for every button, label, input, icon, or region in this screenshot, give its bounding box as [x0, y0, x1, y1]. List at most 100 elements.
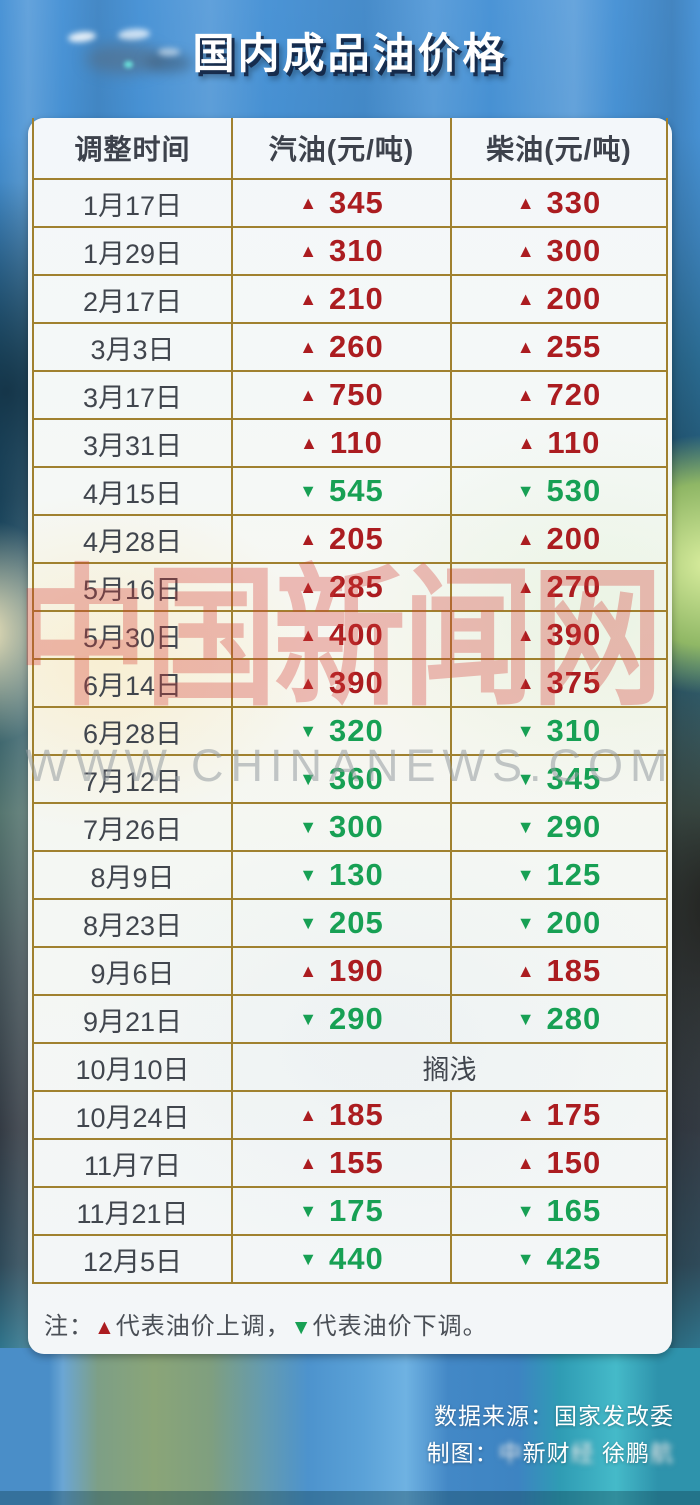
down-triangle-icon: ▼: [299, 1009, 318, 1029]
gas-value-cell: ▲ 400: [233, 612, 452, 660]
gas-value-cell: ▲ 190: [233, 948, 452, 996]
value-text: 390: [546, 617, 602, 652]
gas-value-cell: ▼ 440: [233, 1236, 452, 1284]
table-row: 11月21日 ▼ 175 ▼ 165: [34, 1188, 666, 1236]
up-triangle-icon: ▲: [516, 241, 535, 261]
down-triangle-icon: ▼: [516, 721, 535, 741]
date-cell: 6月28日: [34, 708, 233, 756]
table-panel: 调整时间 汽油(元/吨) 柴油(元/吨) 1月17日 ▲ 345 ▲ 330 1月29日 ▲…: [28, 118, 672, 1354]
value-text: 300: [546, 233, 602, 268]
gas-value-cell: ▲ 205: [233, 516, 452, 564]
header-diesel: 柴油(元/吨): [452, 118, 666, 180]
value-text: 165: [546, 1193, 602, 1228]
blurred-logo-smudge: [124, 61, 133, 68]
value-text: 390: [329, 665, 384, 700]
down-triangle-icon: ▼: [299, 481, 318, 501]
value-text: 290: [546, 809, 602, 844]
value-text: 310: [329, 233, 384, 268]
date-cell: 7月12日: [34, 756, 233, 804]
date-cell: 4月28日: [34, 516, 233, 564]
diesel-value-cell: ▼ 530: [452, 468, 666, 516]
value-text: 375: [546, 665, 602, 700]
value-text: 185: [329, 1097, 384, 1132]
header-gasoline: 汽油(元/吨): [233, 118, 452, 180]
diesel-value-cell: ▼ 425: [452, 1236, 666, 1284]
value-text: 110: [329, 425, 383, 460]
table-row: 3月31日 ▲ 110 ▲ 110: [34, 420, 666, 468]
diesel-value-cell: ▲ 330: [452, 180, 666, 228]
value-text: 310: [546, 713, 602, 748]
up-triangle-icon: ▲: [299, 241, 318, 261]
up-triangle-icon: ▲: [516, 1105, 535, 1125]
down-triangle-icon: ▼: [516, 1201, 535, 1221]
value-text: 290: [329, 1001, 384, 1036]
gas-value-cell: ▼ 290: [233, 996, 452, 1044]
diesel-value-cell: ▼ 200: [452, 900, 666, 948]
date-cell: 11月21日: [34, 1188, 233, 1236]
price-table: 调整时间 汽油(元/吨) 柴油(元/吨) 1月17日 ▲ 345 ▲ 330 1月29日 ▲…: [32, 118, 668, 1284]
value-text: 205: [329, 905, 384, 940]
table-row: 9月6日 ▲ 190 ▲ 185: [34, 948, 666, 996]
watermark-url: WWW.CHINANEWS.COM: [25, 740, 675, 791]
note-up-text: 代表油价上调，: [115, 1313, 291, 1340]
background-bottom-edge: [0, 1491, 700, 1505]
gas-value-cell: ▲ 210: [233, 276, 452, 324]
gas-value-cell: ▲ 345: [233, 180, 452, 228]
gas-value-cell: ▲ 110: [233, 420, 452, 468]
table-row: 6月28日 ▼ 320 ▼ 310: [34, 708, 666, 756]
up-triangle-icon: ▲: [94, 1316, 116, 1339]
diesel-value-cell: ▲ 110: [452, 420, 666, 468]
note-down-text: 代表油价下调。: [312, 1313, 488, 1340]
diesel-value-cell: ▼ 310: [452, 708, 666, 756]
credit-maker-segment: 航: [650, 1439, 674, 1466]
credit-maker-segment: 中: [498, 1439, 523, 1466]
table-row: 7月12日 ▼ 360 ▼ 345: [34, 756, 666, 804]
value-text: 320: [329, 713, 384, 748]
up-triangle-icon: ▲: [299, 961, 318, 981]
up-triangle-icon: ▲: [516, 625, 535, 645]
value-text: 190: [329, 953, 384, 988]
diesel-value-cell: ▼ 290: [452, 804, 666, 852]
gas-value-cell: ▲ 390: [233, 660, 452, 708]
down-triangle-icon: ▼: [299, 1201, 318, 1221]
up-triangle-icon: ▲: [299, 673, 318, 693]
down-triangle-icon: ▼: [516, 865, 535, 885]
down-triangle-icon: ▼: [290, 1316, 313, 1339]
table-row: 1月17日 ▲ 345 ▲ 330: [34, 180, 666, 228]
gas-value-cell: ▼ 320: [233, 708, 452, 756]
down-triangle-icon: ▼: [516, 1009, 535, 1029]
up-triangle-icon: ▲: [299, 577, 318, 597]
date-cell: 9月6日: [34, 948, 233, 996]
up-triangle-icon: ▲: [299, 385, 318, 405]
down-triangle-icon: ▼: [516, 769, 535, 789]
down-triangle-icon: ▼: [299, 865, 318, 885]
value-text: 345: [329, 185, 384, 220]
up-triangle-icon: ▲: [299, 337, 318, 357]
date-cell: 7月26日: [34, 804, 233, 852]
credit-maker: 制图：中新财经 徐鹏航: [427, 1435, 674, 1472]
table-row: 10月24日 ▲ 185 ▲ 175: [34, 1092, 666, 1140]
diesel-value-cell: ▼ 345: [452, 756, 666, 804]
value-text: 125: [546, 857, 602, 892]
table-row: 6月14日 ▲ 390 ▲ 375: [34, 660, 666, 708]
value-text: 205: [329, 521, 384, 556]
value-text: 175: [329, 1193, 384, 1228]
merged-cell: 搁浅: [233, 1044, 666, 1092]
value-text: 280: [546, 1001, 602, 1036]
credit-source: 数据来源：国家发改委: [434, 1403, 674, 1429]
gas-value-cell: ▼ 545: [233, 468, 452, 516]
value-text: 150: [546, 1145, 602, 1180]
up-triangle-icon: ▲: [299, 529, 318, 549]
diesel-value-cell: ▲ 300: [452, 228, 666, 276]
table-row: 1月29日 ▲ 310 ▲ 300: [34, 228, 666, 276]
table-row: 7月26日 ▼ 300 ▼ 290: [34, 804, 666, 852]
table-row: 5月30日 ▲ 400 ▲ 390: [34, 612, 666, 660]
date-cell: 1月17日: [34, 180, 233, 228]
credit-maker-segment: 制图：: [426, 1439, 499, 1466]
diesel-value-cell: ▲ 200: [452, 516, 666, 564]
value-text: 345: [546, 761, 602, 796]
down-triangle-icon: ▼: [299, 817, 318, 837]
gas-value-cell: ▲ 310: [233, 228, 452, 276]
diesel-value-cell: ▲ 185: [452, 948, 666, 996]
value-text: 110: [547, 425, 601, 460]
